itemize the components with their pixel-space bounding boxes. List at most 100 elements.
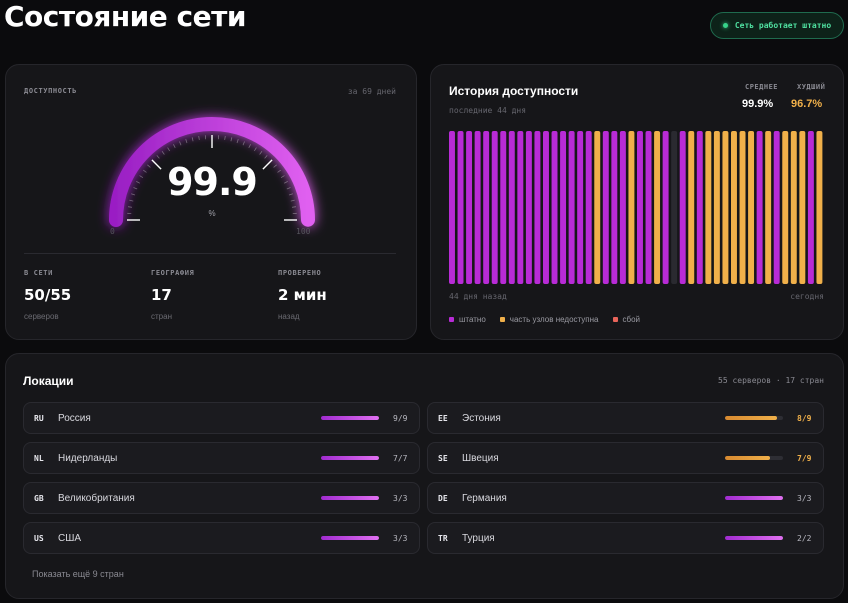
history-day-bar[interactable] (722, 131, 729, 284)
history-day-bar[interactable] (619, 131, 626, 284)
location-bar (725, 416, 783, 420)
history-subtitle: последние 44 дня (449, 106, 527, 115)
show-more-countries-link[interactable]: Показать ещё 9 стран (32, 569, 124, 579)
history-day-bar[interactable] (568, 131, 575, 284)
history-day-bar[interactable] (466, 131, 473, 284)
location-row-us[interactable]: US США 3/3 (23, 522, 420, 554)
history-day-bar[interactable] (474, 131, 481, 284)
history-day-bar[interactable] (790, 131, 797, 284)
history-worst-label: ХУДШИЙ (797, 83, 826, 91)
stat-online: В СЕТИ 50/55 серверов (24, 269, 71, 321)
location-row-gb[interactable]: GB Великобритания 3/3 (23, 482, 420, 514)
gauge-minor-tick (127, 206, 133, 208)
availability-unit: % (208, 209, 216, 218)
history-day-bar[interactable] (739, 131, 746, 284)
gauge-minor-tick (259, 150, 263, 155)
legend-swatch-icon (612, 317, 618, 322)
location-row-se[interactable]: SE Швеция 7/9 (427, 442, 824, 474)
history-day-bar[interactable] (705, 131, 712, 284)
history-day-bar[interactable] (517, 131, 524, 284)
history-day-bar[interactable] (585, 131, 592, 284)
history-day-bar[interactable] (765, 131, 772, 284)
history-day-bar[interactable] (500, 131, 507, 284)
history-day-bar[interactable] (654, 131, 661, 284)
history-day-bar[interactable] (773, 131, 780, 284)
history-day-bar[interactable] (577, 131, 584, 284)
history-day-bar[interactable] (671, 131, 678, 284)
history-day-bar[interactable] (679, 131, 686, 284)
gauge-minor-tick (129, 199, 134, 202)
gauge-minor-tick (242, 141, 245, 146)
history-day-bar[interactable] (713, 131, 720, 284)
location-row-de[interactable]: DE Германия 3/3 (427, 482, 824, 514)
history-day-bar[interactable] (560, 131, 567, 284)
location-count: 7/7 (393, 453, 408, 463)
history-day-bar[interactable] (628, 131, 635, 284)
gauge-minor-tick (248, 144, 251, 149)
location-row-nl[interactable]: NL Нидерланды 7/7 (23, 442, 420, 474)
history-day-bar[interactable] (756, 131, 763, 284)
locations-summary: 55 серверов · 17 стран (718, 376, 824, 385)
history-day-bar[interactable] (534, 131, 541, 284)
stat-label: ГЕОГРАФИЯ (151, 269, 195, 277)
location-bar-fill (321, 456, 379, 460)
gauge-major-tick (262, 159, 273, 170)
legend-item-partial: часть узлов недоступна (499, 315, 599, 324)
location-name: США (58, 532, 82, 544)
gauge-max-label: 100 (296, 227, 311, 236)
location-code: RU (34, 413, 44, 423)
history-day-bar[interactable] (637, 131, 643, 284)
gauge-minor-tick (286, 187, 291, 190)
history-day-bar[interactable] (816, 131, 823, 284)
location-name: Швеция (462, 452, 499, 464)
history-day-bar[interactable] (696, 131, 703, 284)
stat-geography: ГЕОГРАФИЯ 17 стран (151, 269, 194, 321)
stat-value: 17 (151, 286, 172, 304)
history-left-label: 44 дня назад (449, 292, 507, 301)
gauge-minor-tick (283, 181, 288, 184)
history-day-bar[interactable] (483, 131, 490, 284)
gauge-major-tick (151, 159, 162, 170)
location-count: 9/9 (393, 413, 408, 423)
history-day-bar[interactable] (645, 131, 652, 284)
location-row-ru[interactable]: RU Россия 9/9 (23, 402, 420, 434)
history-day-bar[interactable] (449, 131, 455, 284)
history-day-bar[interactable] (491, 131, 498, 284)
location-bar-fill (725, 536, 783, 540)
location-row-ee[interactable]: EE Эстония 8/9 (427, 402, 824, 434)
history-day-bar[interactable] (731, 131, 737, 284)
history-day-bar[interactable] (457, 131, 464, 284)
gauge-minor-tick (280, 175, 285, 179)
history-day-bar[interactable] (594, 131, 601, 284)
history-day-bar[interactable] (799, 131, 806, 284)
stat-label: В СЕТИ (24, 269, 53, 277)
history-day-bar[interactable] (748, 131, 755, 284)
location-count: 3/3 (393, 493, 408, 503)
history-day-bar[interactable] (543, 131, 549, 284)
history-day-bar[interactable] (611, 131, 618, 284)
location-code: SE (438, 453, 448, 463)
history-right-label: сегодня (790, 292, 824, 301)
history-day-bar[interactable] (662, 131, 669, 284)
gauge-minor-tick (161, 150, 165, 155)
history-day-bar[interactable] (508, 131, 515, 284)
history-day-bar[interactable] (807, 131, 814, 284)
availability-value: 99.9 (167, 160, 258, 204)
location-bar-fill (321, 536, 379, 540)
gauge-minor-tick (191, 137, 194, 142)
location-name: Германия (462, 492, 507, 504)
location-name: Нидерланды (58, 452, 118, 464)
location-row-tr[interactable]: TR Турция 2/2 (427, 522, 824, 554)
legend-swatch-icon (449, 317, 454, 322)
history-day-bar[interactable] (782, 131, 789, 284)
location-bar (725, 456, 783, 460)
history-day-bar[interactable] (525, 131, 532, 284)
location-bar (725, 536, 783, 540)
history-day-bar[interactable] (551, 131, 558, 284)
history-day-bar[interactable] (688, 131, 695, 284)
history-day-bar[interactable] (602, 131, 609, 284)
location-bar (321, 536, 379, 540)
location-code: DE (438, 493, 448, 503)
location-code: GB (34, 493, 44, 503)
legend-swatch-icon (499, 317, 505, 322)
